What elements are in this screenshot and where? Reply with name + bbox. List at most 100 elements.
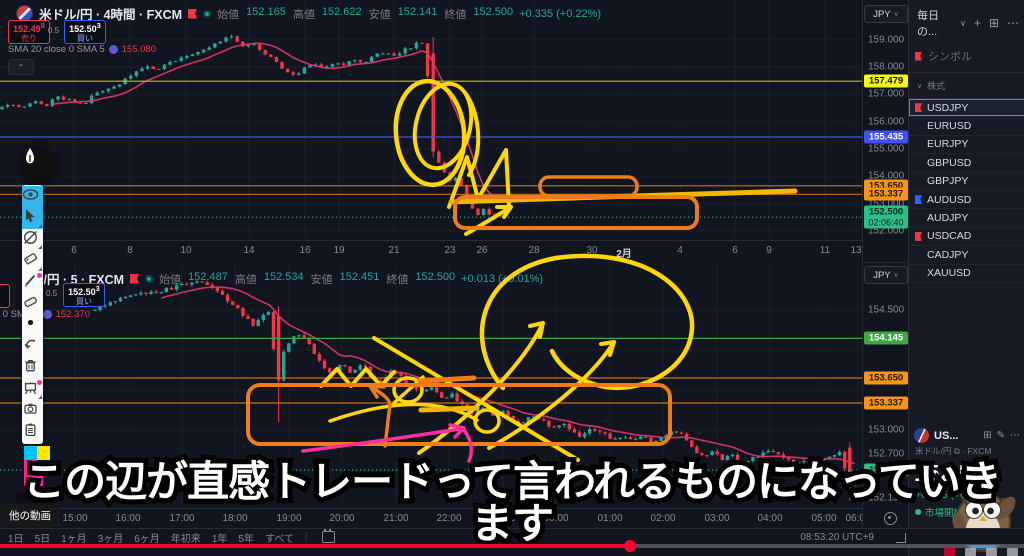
axis-price[interactable]: 154.000 — [868, 170, 905, 182]
price-label-blue: 155.435 — [864, 130, 908, 144]
flag-icon[interactable] — [130, 273, 140, 284]
other-videos-chip[interactable]: 他の動画 — [0, 504, 60, 527]
pen-icon[interactable] — [22, 272, 43, 293]
ellipse-slash-icon[interactable] — [22, 229, 43, 250]
clipboard-icon[interactable] — [22, 421, 43, 442]
ohlc-label: 始値 — [159, 273, 182, 286]
time-label: 23 — [444, 245, 456, 256]
range-button-1ヶ月[interactable]: 1ヶ月 — [61, 533, 87, 545]
market-open-dot-icon — [145, 274, 154, 283]
ohlc-value: 152.451 — [339, 270, 380, 283]
sell-button[interactable]: 152.498 売り — [8, 20, 50, 44]
flag-icon[interactable] — [188, 8, 198, 19]
axis-price[interactable]: 152.000 — [868, 225, 905, 237]
watchlist-row-audusd[interactable]: AUDUSD — [909, 191, 1024, 210]
time-label: 4 — [677, 245, 683, 256]
eraser-icon[interactable] — [22, 293, 43, 314]
chart1-title[interactable]: 米ドル/円 · 4時間 · FXCM — [39, 8, 183, 22]
grid-icon[interactable]: ⊞ — [983, 430, 992, 441]
expand-icon[interactable] — [896, 533, 906, 543]
watchlist-row-gbpusd[interactable]: GBPUSD — [909, 154, 1024, 173]
time-label: 23:00 — [490, 513, 516, 524]
range-button-5日[interactable]: 5日 — [34, 533, 51, 545]
range-button-6ヶ月[interactable]: 6ヶ月 — [134, 533, 160, 545]
chart2-time-axis[interactable]: 15:00 16:00 17:00 18:00 19:00 20:00 21:00 22:00… — [0, 508, 862, 529]
spread-value: 0.5 — [48, 26, 60, 35]
buy-button[interactable]: 152.503 買い — [64, 20, 106, 44]
chart2-sma-value: 152.370 — [55, 309, 90, 320]
axis-price[interactable]: 152.150 — [868, 492, 905, 504]
annotation-app-button[interactable] — [20, 146, 58, 184]
dot-icon[interactable] — [22, 314, 43, 335]
calendar-icon[interactable] — [322, 529, 336, 543]
time-label: 03:00 — [704, 513, 730, 524]
video-scrubber[interactable] — [623, 540, 636, 552]
palette-color-yellow[interactable] — [37, 446, 50, 460]
trash-icon[interactable] — [22, 357, 43, 378]
watchlist-row-cadjpy[interactable]: CADJPY — [909, 246, 1024, 265]
cursor-icon[interactable] — [22, 207, 43, 229]
axis-price[interactable]: 157.000 — [868, 88, 905, 100]
time-label: 21:00 — [383, 513, 409, 524]
axis-price[interactable]: 158.000 — [868, 61, 905, 73]
easel-icon[interactable] — [22, 379, 43, 400]
range-button-すべて[interactable]: すべて — [264, 533, 294, 545]
player-controls[interactable] — [944, 548, 1018, 556]
range-button-1日[interactable]: 1日 — [8, 533, 24, 545]
chart1-currency-selector[interactable]: JPY ∨ — [864, 5, 908, 23]
time-label: 21 — [388, 245, 400, 256]
grid-view-icon[interactable]: ⊞ — [988, 16, 999, 30]
tag-icon[interactable] — [22, 250, 43, 271]
ohlc-value: 152.622 — [321, 5, 362, 18]
indicator-icon[interactable] — [42, 310, 52, 319]
edit-icon[interactable]: ✎ — [996, 430, 1005, 441]
time-label: 06:00 — [845, 513, 862, 524]
axis-price[interactable]: 156.000 — [868, 116, 905, 128]
video-progress-bar[interactable] — [0, 540, 1024, 552]
chart1-time-axis[interactable]: 6 8 10 14 16 19 21 23 26 28 30 2月 4 6 9 11 13 — [0, 240, 862, 263]
palette-color-cyan[interactable] — [24, 446, 37, 460]
chart2-currency-selector[interactable]: JPY ∨ — [864, 266, 908, 284]
palette-color-black[interactable] — [37, 460, 49, 472]
watchlist-row-xauusd[interactable]: XAUUSD — [909, 265, 1024, 283]
details-symbol[interactable]: US... — [934, 429, 959, 442]
range-button-5年[interactable]: 5年 — [238, 533, 254, 545]
clock-label[interactable]: 08:53:20 UTC+9 — [800, 532, 874, 543]
chevron-down-icon[interactable]: ∨ — [960, 18, 966, 28]
watchlist-row-eurjpy[interactable]: EURJPY — [909, 136, 1024, 155]
eye-icon[interactable] — [22, 186, 43, 208]
sell-button[interactable] — [0, 284, 10, 308]
collapse-pane-button[interactable]: ⌃ — [8, 59, 34, 75]
range-button-3ヶ月[interactable]: 3ヶ月 — [97, 533, 124, 545]
symbol-search-input[interactable]: シンボル — [909, 44, 1024, 73]
camera-icon[interactable] — [22, 400, 43, 421]
chart1-sma-label[interactable]: SMA 20 close 0 SMA 5 — [8, 44, 105, 55]
add-symbol-button[interactable]: + — [973, 16, 981, 30]
range-button-年初来[interactable]: 年初来 — [170, 533, 201, 545]
watchlist-row-audjpy[interactable]: AUDJPY — [909, 209, 1024, 228]
axis-price[interactable]: 152.700 — [868, 448, 905, 460]
indicator-icon[interactable] — [108, 45, 118, 54]
axis-price[interactable]: 155.000 — [868, 143, 905, 155]
undo-icon[interactable] — [22, 336, 43, 357]
watchlist-row-usdjpy[interactable]: USDJPY — [909, 99, 1024, 118]
range-button-1年[interactable]: 1年 — [211, 533, 228, 545]
ohlc-value: 152.534 — [263, 270, 304, 283]
details-name[interactable]: 米ドル/円 ⧉ · FXCM — [915, 446, 992, 456]
chevron-down-icon[interactable]: ∨ — [917, 82, 923, 90]
time-label: 18:00 — [222, 513, 248, 524]
chart2-sma-label[interactable]: SMA 20 close 0 SMA 5 — [0, 309, 39, 320]
buy-button[interactable]: 152.503 買い — [63, 283, 105, 307]
axis-price[interactable]: 153.000 — [868, 424, 905, 436]
watchlist-row-gbpjpy[interactable]: GBPJPY — [909, 173, 1024, 191]
more-options-icon[interactable]: ⋯ — [1007, 16, 1019, 30]
axis-price[interactable]: 159.000 — [868, 34, 905, 46]
watchlist-row-eurusd[interactable]: EURUSD — [909, 117, 1024, 136]
scroll-to-realtime-icon[interactable] — [884, 512, 897, 525]
watchlist-row-usdcad[interactable]: USDCAD — [909, 228, 1024, 247]
axis-price[interactable]: 153.000 — [868, 198, 905, 209]
time-label: 13 — [850, 245, 862, 256]
more-options-icon[interactable]: ⋯ — [1010, 430, 1020, 441]
axis-price[interactable]: 154.500 — [868, 304, 905, 316]
watchlist-title[interactable]: 毎日の... — [917, 10, 939, 38]
